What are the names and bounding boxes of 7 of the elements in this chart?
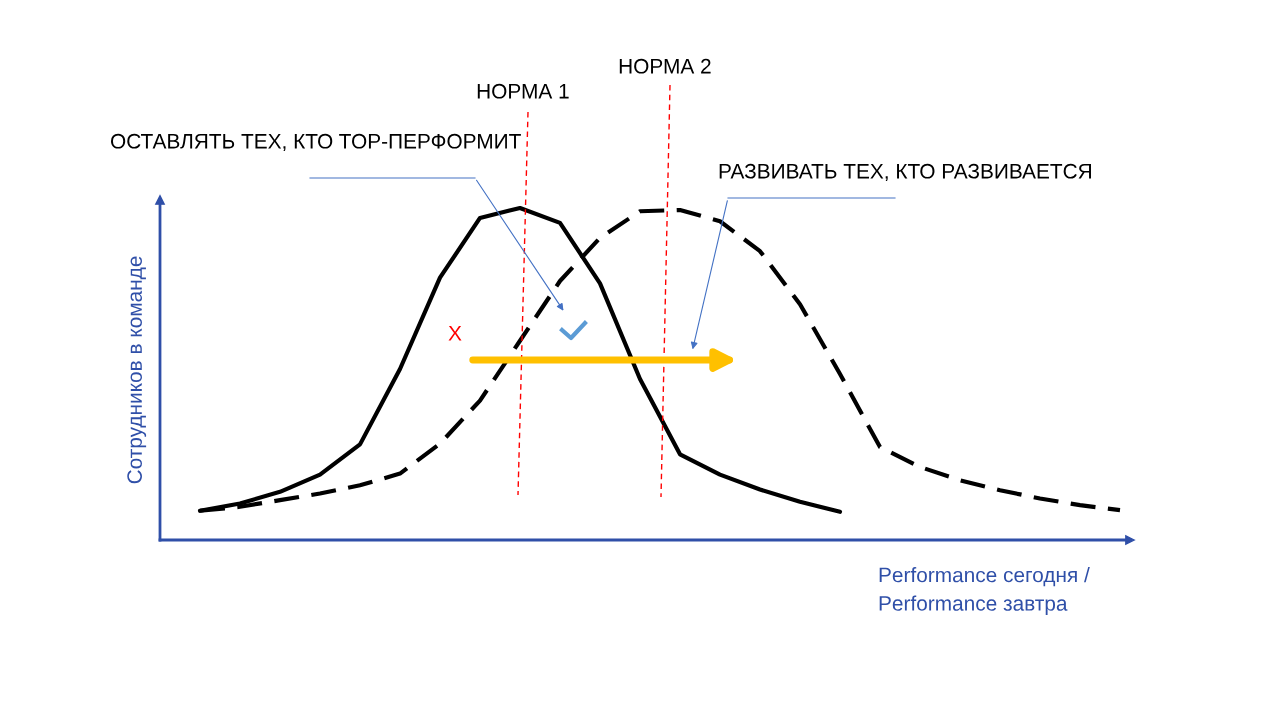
text: НОРМА 1 [477, 83, 569, 99]
x-axis-title: Performance сегодня / Performance завтра [879, 567, 1090, 615]
text: НОРМА 2 [619, 58, 711, 74]
annotation: X [448, 326, 462, 341]
y-axis-title: Сотрудников в команде [127, 256, 147, 484]
text: ОСТАВЛЯТЬ ТЕХ, КТО TOP-ПЕРФОРМИТ [110, 133, 521, 152]
text: РАЗВИВАТЬ ТЕХ, КТО РАЗВИВАЕТСЯ [719, 163, 1091, 182]
